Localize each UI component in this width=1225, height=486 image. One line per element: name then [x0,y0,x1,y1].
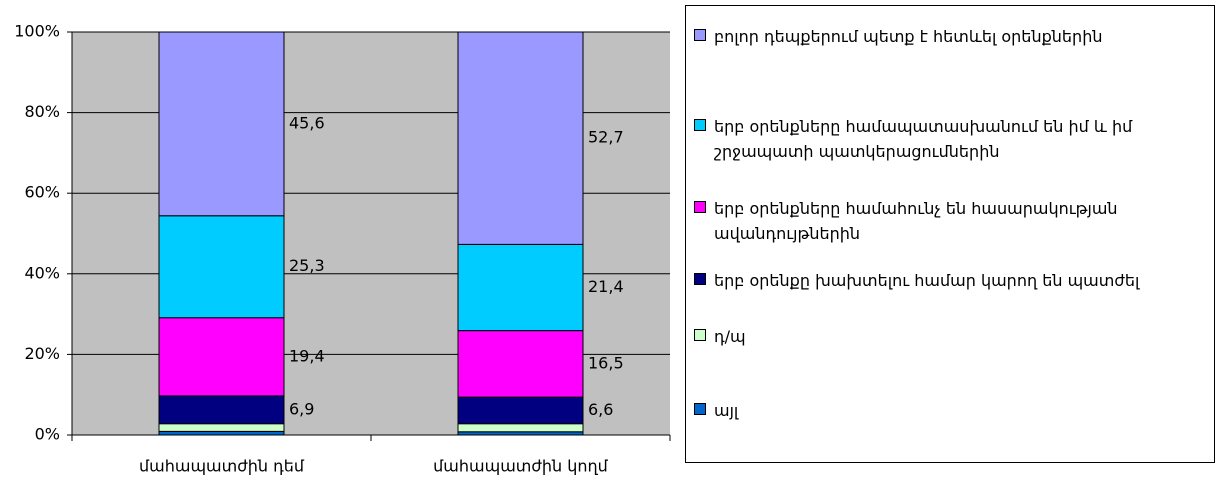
legend-label: երբ օրենքները համահունչ են հասարակության… [714,199,1118,243]
bar-segment [158,317,285,397]
y-tick-label: 80% [24,102,60,121]
bar-segment [457,330,584,398]
y-tick-label: 60% [24,183,60,202]
legend-label: այլ [714,401,739,420]
data-label: 45,6 [289,113,325,132]
data-label: 19,4 [289,346,325,365]
legend-item: երբ օրենքները համահունչ են հասարակության… [694,196,1184,246]
legend-label: երբ օրենքները համապատասխանում են իմ և իմ… [714,117,1133,161]
legend-swatch [694,403,706,415]
bar-segment [457,396,584,425]
legend-swatch [694,329,706,341]
bar-segment [158,395,285,425]
legend-swatch [694,119,706,131]
y-tick-label: 20% [24,344,60,363]
data-label: 6,9 [289,399,314,418]
bar-segment [158,31,285,217]
bar-segment [158,430,285,436]
bar-segment [457,423,584,433]
y-tick-label: 100% [14,22,60,41]
x-tick-label: մահապատժին դեմ [139,457,305,476]
data-label: 16,5 [588,353,624,372]
data-label: 21,4 [588,277,624,296]
legend-label: երբ օրենքը խախտելու համար կարող են պատժե… [714,271,1140,290]
legend-item: բոլոր դեպքերում պետք է հետևել օրենքներին [694,24,1184,49]
bar-segment [158,215,285,319]
legend-item: երբ օրենքը խախտելու համար կարող են պատժե… [694,268,1184,293]
y-tick-label: 40% [24,263,60,282]
y-tick-label: 0% [35,425,60,444]
legend: բոլոր դեպքերում պետք է հետևել օրենքներին… [685,5,1215,463]
legend-item: երբ օրենքները համապատասխանում են իմ և իմ… [694,114,1184,164]
legend-item: դ/պ [694,324,1184,349]
legend-swatch [694,273,706,285]
legend-item: այլ [694,398,1184,423]
x-tick-label: մահապատժին կողմ [433,457,609,476]
legend-label: դ/պ [714,327,746,346]
data-label: 6,6 [588,400,613,419]
chart: 0% 20% 40% 60% 80% 100% մահապատժին դեմ 6,9 19,4 2… [14,22,671,476]
legend-swatch [694,29,706,41]
bar-segment [457,243,584,332]
bar-segment [457,31,584,245]
legend-label: բոլոր դեպքերում պետք է հետևել օրենքներին [714,27,1103,46]
data-label: 25,3 [289,256,325,275]
legend-swatch [694,201,706,213]
bar-segment [158,423,285,432]
data-label: 52,7 [588,128,624,147]
